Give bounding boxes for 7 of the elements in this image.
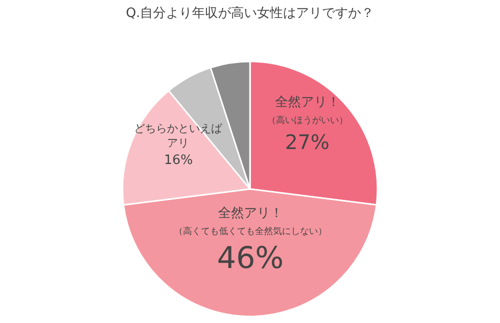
data-label: 46% [217,241,284,276]
slice-label: 全然アリ！（高くても低くても全然気にしない） [174,206,327,237]
data-label: 27% [285,130,330,154]
chart-title: Q.自分より年収が高い女性はアリですか？ [126,5,374,22]
data-label: 16% [164,153,193,168]
slice-label: 全然アリ！（高いほうがいい） [267,95,348,126]
slice-label: どちらかといえばアリ [134,122,223,150]
